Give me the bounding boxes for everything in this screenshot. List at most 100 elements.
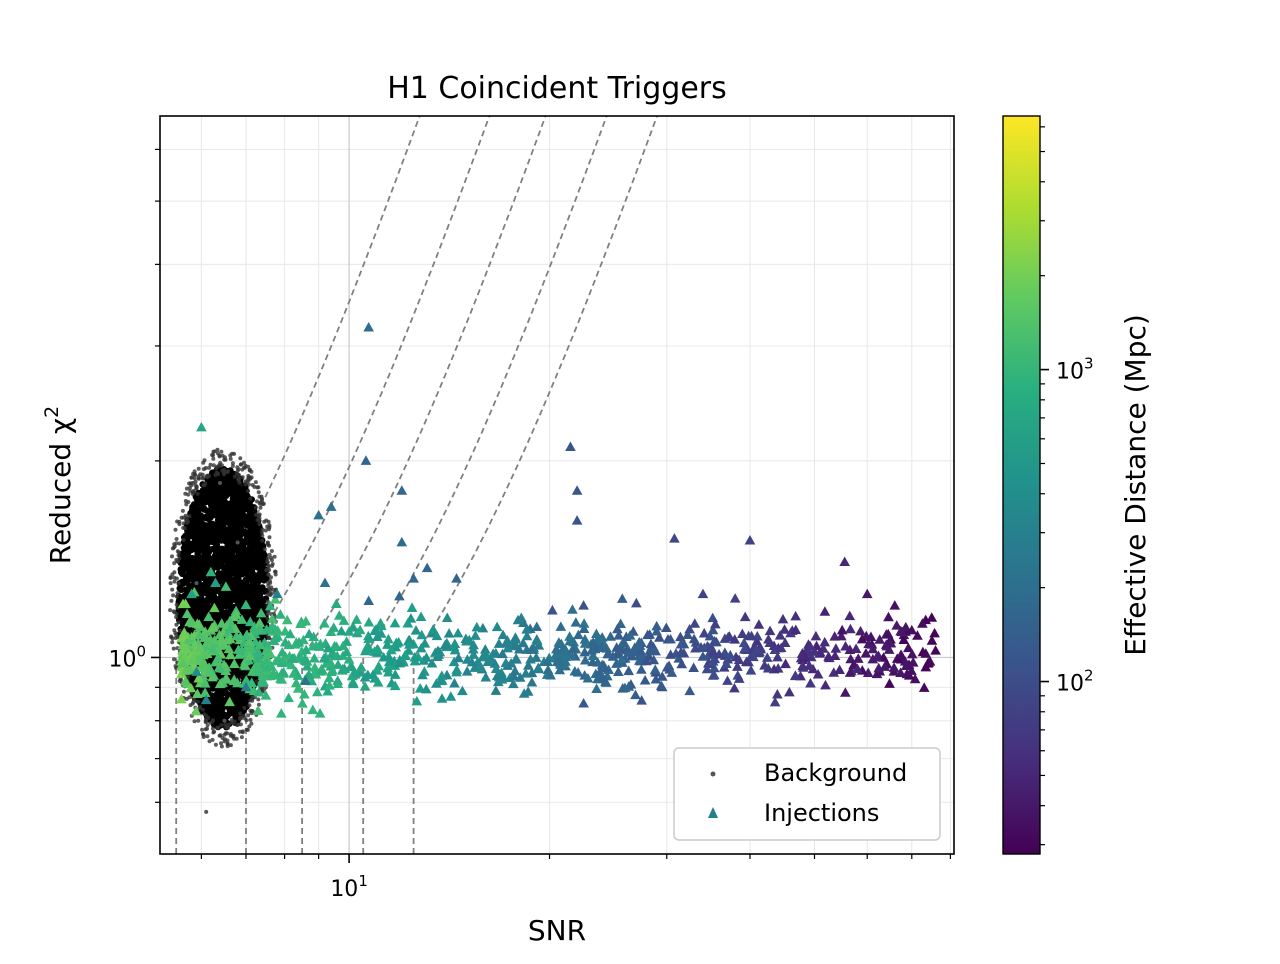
injection-point	[416, 629, 428, 640]
injection-point	[650, 673, 662, 684]
injection-point	[490, 663, 502, 673]
injection-point	[319, 618, 330, 628]
background-point	[192, 469, 197, 474]
injection-point	[509, 665, 521, 676]
injection-point	[300, 644, 312, 655]
injection-point	[526, 676, 538, 687]
injection-point	[888, 662, 900, 672]
injection-point	[268, 668, 279, 678]
background-point	[211, 449, 216, 454]
background-point	[211, 556, 218, 563]
injection-point	[256, 677, 268, 687]
injection-point	[194, 653, 206, 664]
injection-point	[389, 669, 401, 679]
background-point	[174, 594, 179, 599]
background-point	[209, 485, 216, 492]
background-point	[268, 580, 273, 585]
injection-point	[329, 640, 340, 651]
background-point	[229, 577, 237, 584]
background-point	[247, 467, 252, 472]
injection-point	[363, 595, 374, 605]
background-point	[190, 701, 195, 706]
background-point	[219, 449, 224, 454]
background-point	[246, 544, 254, 551]
injection-point	[654, 632, 665, 642]
background-point	[220, 711, 228, 718]
injection-point	[522, 686, 534, 696]
background-point	[242, 577, 250, 584]
injection-point	[275, 708, 287, 718]
background-point	[258, 565, 265, 572]
injection-point	[586, 645, 597, 655]
injection-point	[510, 639, 522, 650]
background-point	[229, 710, 237, 717]
injection-point	[779, 624, 790, 634]
injection-point	[409, 652, 421, 662]
injection-point	[602, 648, 614, 659]
injection-point	[260, 690, 272, 700]
injection-point	[840, 687, 851, 697]
injection-point	[624, 630, 636, 640]
injection-point	[327, 664, 338, 675]
background-point	[238, 490, 245, 498]
injection-point	[704, 630, 716, 641]
background-point	[172, 544, 177, 549]
injection-point	[323, 672, 335, 683]
background-point	[253, 480, 258, 485]
injection-point	[191, 666, 202, 676]
injection-point	[856, 633, 868, 644]
injection-point	[449, 644, 461, 655]
injection-point	[261, 656, 272, 666]
injection-point	[619, 682, 631, 693]
injection-point	[260, 651, 272, 661]
background-point	[238, 456, 243, 461]
injection-point	[197, 659, 209, 669]
background-point	[234, 471, 239, 476]
injection-point	[464, 634, 475, 645]
background-point	[235, 557, 242, 564]
injection-point	[338, 615, 350, 625]
background-point	[240, 553, 248, 561]
background-point	[270, 563, 275, 568]
background-point	[181, 689, 186, 694]
injection-point	[209, 602, 220, 613]
injection-point	[839, 556, 850, 566]
injection-point	[333, 610, 345, 620]
background-point	[238, 729, 242, 734]
injection-point	[722, 675, 733, 685]
background-point	[180, 508, 185, 513]
injection-point	[190, 705, 202, 716]
background-point	[207, 522, 215, 529]
background-point	[256, 702, 261, 707]
injection-point	[761, 652, 773, 662]
background-point	[207, 739, 212, 744]
injection-point	[512, 614, 524, 625]
background-point	[262, 547, 267, 552]
injection-point	[439, 639, 451, 650]
injection-point	[874, 634, 886, 644]
injection-point	[777, 613, 789, 624]
injection-point	[441, 612, 453, 623]
injection-point	[545, 669, 556, 680]
injection-point	[772, 651, 783, 662]
injection-point	[346, 661, 358, 672]
injection-point	[713, 649, 725, 659]
colorbar-label: Effective Distance (Mpc)	[1119, 314, 1152, 656]
injection-point	[744, 535, 756, 545]
injection-point	[570, 617, 582, 627]
background-point	[257, 518, 262, 523]
background-point	[266, 527, 271, 532]
injection-point	[337, 640, 349, 650]
background-point	[174, 611, 179, 616]
injection-point	[708, 669, 720, 680]
background-point	[266, 564, 271, 568]
background-point	[192, 490, 196, 494]
injection-point	[203, 667, 215, 677]
background-point	[265, 599, 270, 604]
background-point	[177, 556, 182, 561]
injection-point	[526, 644, 537, 654]
background-point	[194, 581, 199, 586]
injection-point	[591, 683, 602, 694]
injection-point	[533, 663, 544, 674]
